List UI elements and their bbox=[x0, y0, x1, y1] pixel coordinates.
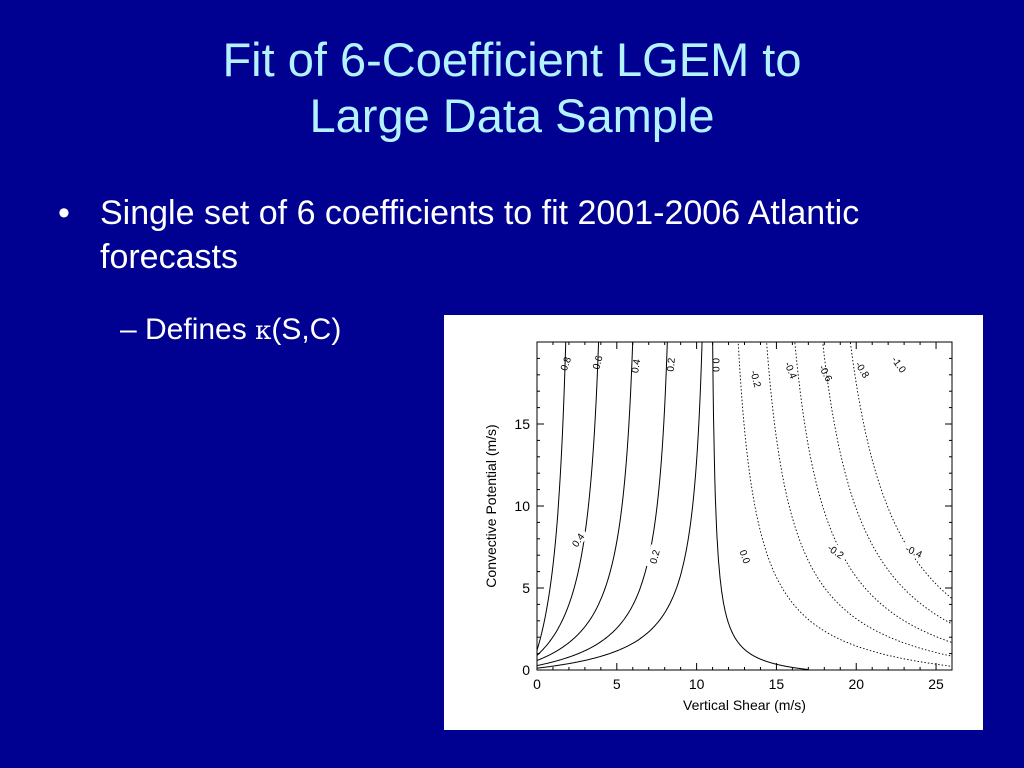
contour-label: -0.4 bbox=[782, 361, 799, 382]
contour-label-bg bbox=[736, 544, 755, 569]
bullet-marker: • bbox=[58, 194, 70, 232]
x-axis-label: Vertical Shear (m/s) bbox=[683, 697, 806, 713]
contour-line bbox=[537, 342, 668, 667]
axis-ticks: 0 5 10 15 20 25 0 5 10 15 bbox=[514, 342, 952, 692]
x-tick-label: 0 bbox=[533, 676, 541, 692]
bullet-text: Single set of 6 coefficients to fit 2001… bbox=[100, 194, 860, 276]
contour-line bbox=[737, 342, 952, 667]
contour-label-bg bbox=[645, 544, 663, 569]
contour-label: -0.6 bbox=[816, 363, 834, 384]
contour-line bbox=[822, 342, 952, 625]
y-axis-label: Convective Potential (m/s) bbox=[483, 424, 499, 587]
contour-label: 0.6 bbox=[591, 354, 605, 371]
contour-chart: 0 5 10 15 20 25 0 5 10 15 0.8 0.6 0.4 0.2 0.0 -0.2 -0.4… bbox=[483, 341, 953, 713]
contour-line bbox=[537, 342, 567, 651]
y-tick-label: 15 bbox=[514, 416, 530, 432]
plot-frame bbox=[536, 341, 953, 671]
contour-label: 0.2 bbox=[666, 357, 678, 372]
contour-chart-panel: 0 5 10 15 20 25 0 5 10 15 0.8 0.6 0.4 0.2 0.0 -0.2 -0.4… bbox=[444, 315, 983, 730]
y-tick-label: 0 bbox=[522, 662, 530, 678]
sub-bullet-suffix: (S,C) bbox=[271, 313, 342, 346]
contour-label: 0.2 bbox=[648, 548, 662, 565]
contour-line bbox=[766, 342, 952, 657]
contour-line bbox=[537, 342, 703, 669]
sub-bullet-prefix: – Defines bbox=[120, 313, 256, 346]
contour-label-bg bbox=[823, 539, 849, 563]
contour-line bbox=[849, 342, 952, 600]
contour-label-bg bbox=[566, 527, 589, 553]
contour-label: 0.8 bbox=[559, 355, 574, 372]
y-tick-label: 10 bbox=[514, 498, 530, 514]
y-tick-label: 5 bbox=[522, 580, 530, 596]
contour-label: 0.0 bbox=[736, 549, 751, 566]
x-tick-label: 10 bbox=[689, 676, 705, 692]
contour-label: 0.4 bbox=[630, 358, 643, 374]
x-tick-label: 25 bbox=[928, 676, 944, 692]
contour-label: -1.0 bbox=[889, 355, 908, 376]
slide-title-line1: Fit of 6-Coefficient LGEM to bbox=[222, 33, 802, 86]
contour-label: 0.0 bbox=[710, 358, 721, 372]
kappa-symbol: κ bbox=[255, 316, 272, 346]
slide-title-line2: Large Data Sample bbox=[309, 89, 715, 142]
contour-line bbox=[537, 342, 634, 661]
x-tick-label: 5 bbox=[613, 676, 621, 692]
contour-line bbox=[794, 342, 952, 643]
contour-labels: 0.8 0.6 0.4 0.2 0.0-0.2 -0.4 -0.6 -0.8 -1.00.40.… bbox=[559, 354, 927, 569]
sub-bullet: – Defines κ(S,C) bbox=[120, 310, 341, 351]
x-tick-label: 15 bbox=[769, 676, 785, 692]
contour-line bbox=[537, 342, 600, 656]
slide-title: Fit of 6-Coefficient LGEM to Large Data … bbox=[0, 32, 1024, 144]
contour-label: -0.2 bbox=[747, 369, 762, 389]
contour-label-bg bbox=[901, 540, 927, 562]
x-tick-label: 20 bbox=[848, 676, 864, 692]
